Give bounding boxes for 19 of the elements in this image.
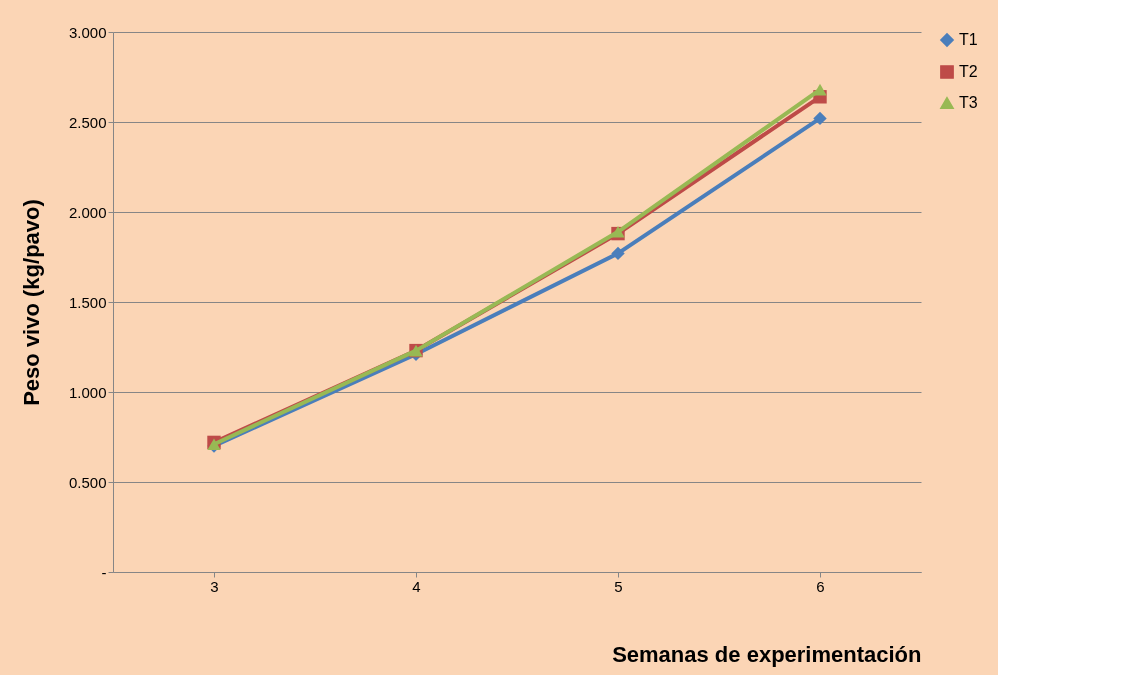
- x-tick-label: 4: [412, 577, 421, 595]
- y-tick-label: -: [101, 563, 107, 581]
- x-tick-label: 6: [816, 577, 825, 595]
- point: [611, 246, 625, 261]
- x-axis-title: Semanas de experimentación: [612, 641, 922, 667]
- x-tick-label: 3: [210, 577, 219, 595]
- point: [813, 83, 827, 96]
- y-tick-label: 2.000: [68, 203, 107, 221]
- y-tick-label: 1.500: [68, 293, 107, 311]
- legend-label: T3: [959, 94, 978, 111]
- point: [813, 111, 827, 126]
- y-axis-title: Peso vivo (kg/pavo): [18, 199, 44, 406]
- x-tick-label: 5: [614, 577, 623, 595]
- y-tick-label: 1.000: [68, 383, 107, 401]
- legend-label: T2: [959, 63, 978, 80]
- legend-label: T1: [959, 31, 978, 48]
- y-tick-label: 2.500: [68, 113, 107, 131]
- y-tick-label: 0.500: [68, 473, 107, 491]
- y-tick-label: 3.000: [68, 23, 107, 41]
